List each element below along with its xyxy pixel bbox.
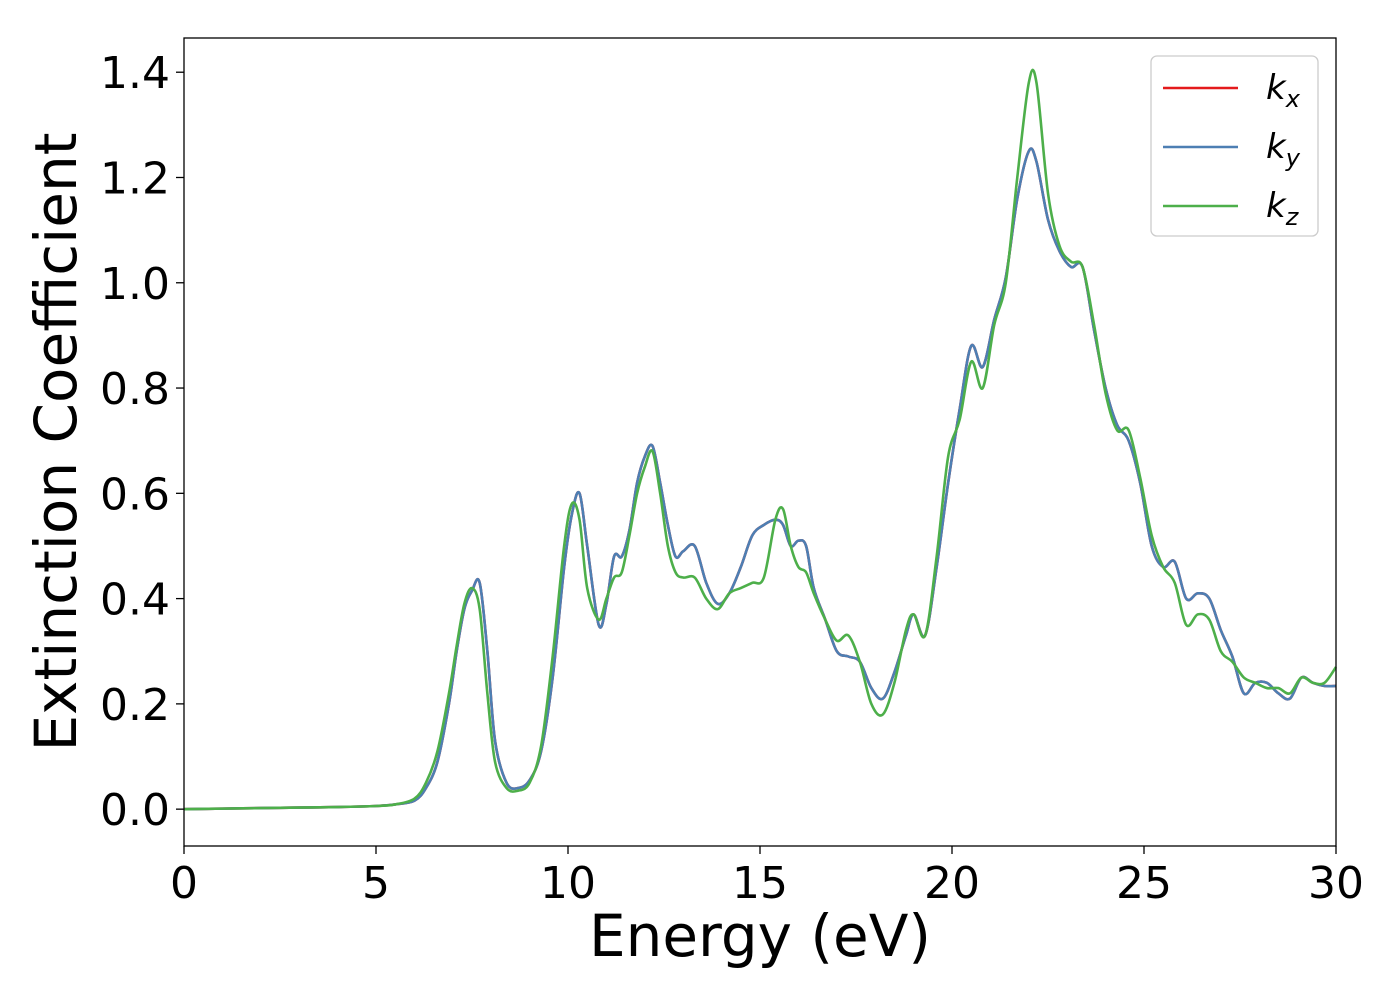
- x-tick-label: 30: [1308, 858, 1364, 909]
- legend-label-y: ky: [1266, 127, 1301, 172]
- y-tick-label: 0.8: [100, 364, 170, 415]
- x-tick-label: 20: [924, 858, 980, 909]
- x-tick-label: 0: [170, 858, 198, 909]
- y-axis: 0.0 0.2 0.4 0.6 0.8 1.0 1.2 1.4: [100, 48, 184, 836]
- y-tick-label: 0.0: [100, 785, 170, 836]
- legend-label-main: k: [1266, 127, 1287, 167]
- series-line-z: [183, 68, 1338, 811]
- y-axis-title: Extinction Coefficient: [22, 133, 90, 752]
- series-layer: [183, 68, 1338, 811]
- y-tick-label: 1.2: [100, 153, 170, 204]
- legend-label-main: k: [1266, 186, 1287, 226]
- legend-label-subscript: z: [1285, 203, 1300, 231]
- y-tick-label: 0.2: [100, 680, 170, 731]
- y-tick-label: 0.6: [100, 469, 170, 520]
- legend-label-main: k: [1266, 68, 1287, 108]
- legend-label-z: kz: [1266, 186, 1300, 231]
- y-tick-label: 1.4: [100, 48, 170, 99]
- series-line-y: [183, 147, 1337, 811]
- x-tick-label: 5: [362, 858, 390, 909]
- x-axis: 0 5 10 15 20 25 30: [170, 846, 1364, 909]
- x-tick-label: 15: [732, 858, 788, 909]
- y-tick-label: 0.4: [100, 575, 170, 626]
- y-tick-label: 1.0: [100, 259, 170, 310]
- x-tick-label: 25: [1116, 858, 1172, 909]
- legend-label-subscript: y: [1285, 144, 1301, 172]
- legend-label-subscript: x: [1285, 85, 1301, 113]
- legend-label-x: kx: [1266, 68, 1301, 113]
- x-tick-label: 10: [540, 858, 596, 909]
- x-axis-title: Energy (eV): [589, 902, 931, 970]
